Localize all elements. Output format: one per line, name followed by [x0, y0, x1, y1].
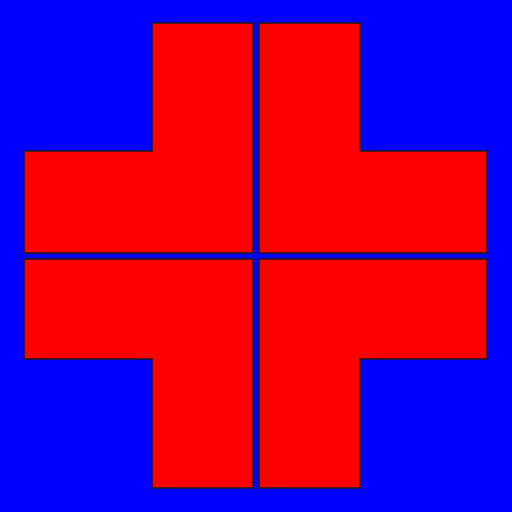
cross-quadrant-bottom-left	[23, 258, 254, 489]
cross-quadrant-top-right	[258, 22, 488, 254]
cross-quadrant-bottom-right	[258, 258, 488, 489]
cross-quadrant-top-left	[23, 22, 254, 254]
